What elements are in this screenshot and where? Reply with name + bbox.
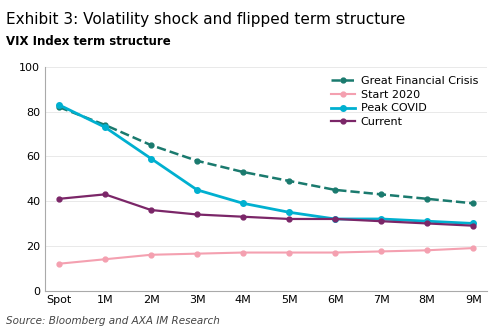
Great Financial Crisis <box>377 192 383 196</box>
Great Financial Crisis <box>469 201 475 205</box>
Line: Start 2020: Start 2020 <box>57 245 474 266</box>
Great Financial Crisis <box>332 188 338 192</box>
Great Financial Crisis <box>239 170 245 174</box>
Current <box>148 208 154 212</box>
Peak COVID <box>332 217 338 221</box>
Start 2020 <box>148 253 154 257</box>
Peak COVID <box>239 201 245 205</box>
Start 2020 <box>56 262 62 266</box>
Peak COVID <box>193 188 199 192</box>
Start 2020 <box>239 250 245 255</box>
Current <box>193 212 199 216</box>
Peak COVID <box>423 219 429 223</box>
Great Financial Crisis <box>148 143 154 147</box>
Start 2020 <box>423 248 429 252</box>
Start 2020 <box>332 250 338 255</box>
Line: Current: Current <box>57 192 474 228</box>
Great Financial Crisis <box>102 123 108 127</box>
Start 2020 <box>377 249 383 254</box>
Current <box>239 215 245 219</box>
Start 2020 <box>193 252 199 256</box>
Great Financial Crisis <box>286 179 292 183</box>
Current <box>56 197 62 201</box>
Text: VIX Index term structure: VIX Index term structure <box>6 35 170 48</box>
Current <box>423 221 429 225</box>
Peak COVID <box>148 157 154 161</box>
Current <box>286 217 292 221</box>
Peak COVID <box>377 217 383 221</box>
Peak COVID <box>286 210 292 214</box>
Great Financial Crisis <box>423 197 429 201</box>
Current <box>469 224 475 228</box>
Line: Peak COVID: Peak COVID <box>56 102 475 226</box>
Start 2020 <box>469 246 475 250</box>
Peak COVID <box>469 221 475 225</box>
Peak COVID <box>102 125 108 129</box>
Current <box>102 192 108 196</box>
Legend: Great Financial Crisis, Start 2020, Peak COVID, Current: Great Financial Crisis, Start 2020, Peak… <box>327 72 480 131</box>
Current <box>332 217 338 221</box>
Peak COVID <box>56 103 62 107</box>
Line: Great Financial Crisis: Great Financial Crisis <box>57 105 474 206</box>
Start 2020 <box>102 257 108 261</box>
Text: Exhibit 3: Volatility shock and flipped term structure: Exhibit 3: Volatility shock and flipped … <box>6 12 405 27</box>
Start 2020 <box>286 250 292 255</box>
Great Financial Crisis <box>193 159 199 163</box>
Current <box>377 219 383 223</box>
Great Financial Crisis <box>56 105 62 109</box>
Text: Source: Bloomberg and AXA IM Research: Source: Bloomberg and AXA IM Research <box>6 316 219 326</box>
